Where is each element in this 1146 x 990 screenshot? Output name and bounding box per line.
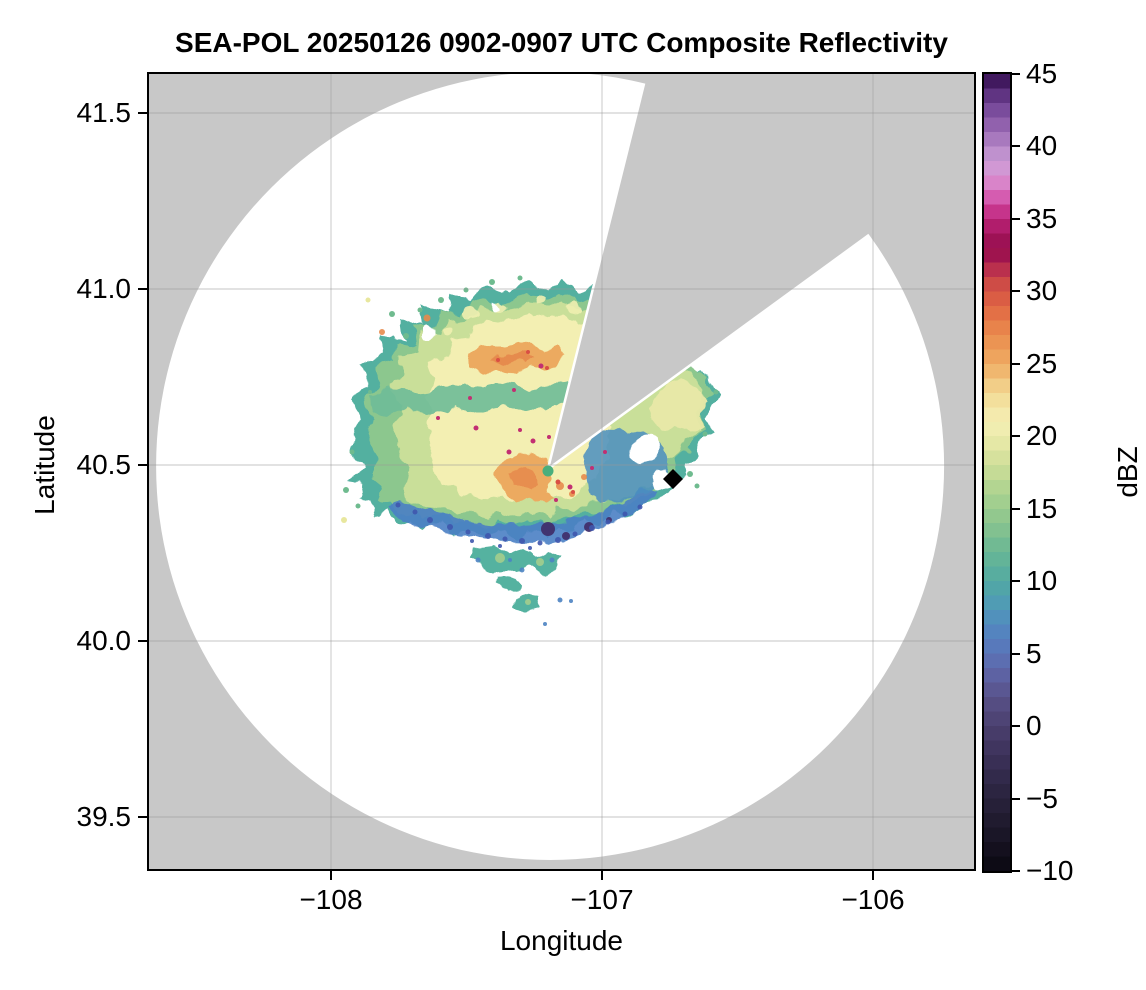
colorbar-tick-label: 35 xyxy=(1026,203,1058,234)
colorbar-tick-label: 0 xyxy=(1026,710,1042,741)
no-coverage-ring xyxy=(148,73,975,870)
colorbar-tick-label: 25 xyxy=(1026,348,1058,379)
colorbar-tick-label: 20 xyxy=(1026,420,1058,451)
colorbar-tick-label: −5 xyxy=(1026,783,1058,814)
y-tick-label: 39.5 xyxy=(76,801,132,832)
echo-frag-blue-dots xyxy=(475,557,573,626)
echo-frag-green-dots xyxy=(495,553,544,605)
echo-yellow-specks xyxy=(341,297,371,523)
y-tick-label: 40.0 xyxy=(76,625,132,656)
colorbar-tick-label: 40 xyxy=(1026,130,1058,161)
colorbar-tick-label: 45 xyxy=(1026,58,1058,89)
echo-scatter-specks xyxy=(343,275,719,509)
gridlines xyxy=(148,73,975,870)
y-tick-label: 40.5 xyxy=(76,449,132,480)
x-tick-label: −107 xyxy=(570,884,634,915)
plot-border xyxy=(147,72,976,871)
echo-orange-center-core xyxy=(512,466,540,490)
colorbar-tick-label: 30 xyxy=(1026,275,1058,306)
radar-site-marker xyxy=(542,465,554,477)
colorbar-tick-label: 15 xyxy=(1026,493,1058,524)
echo-navy-rim-dots xyxy=(395,502,643,550)
colorbar-tick-label: −10 xyxy=(1026,855,1074,886)
colorbar xyxy=(982,72,1012,873)
echo-orange-nw-core xyxy=(490,352,534,364)
y-tick-label: 41.5 xyxy=(76,97,132,128)
echo-white-holes xyxy=(423,301,672,490)
plot-area xyxy=(148,73,975,870)
site-diamond-marker xyxy=(663,469,683,489)
echo-red-speckles xyxy=(496,350,612,494)
echo-mid-green-band xyxy=(372,384,582,414)
tick-marks xyxy=(138,73,1020,880)
y-tick-label: 41.0 xyxy=(76,273,132,304)
colorbar-tick-label: 5 xyxy=(1026,638,1042,669)
colorbar-tick-label: 10 xyxy=(1026,565,1058,596)
colorbar-label: dBZ xyxy=(1112,446,1143,498)
x-axis-label: Longitude xyxy=(499,925,623,956)
x-tick-label: −108 xyxy=(299,884,363,915)
page-title: SEA-POL 20250126 0902-0907 UTC Composite… xyxy=(175,27,948,58)
x-tick-label: −106 xyxy=(841,884,905,915)
echo-dark-purple-spots xyxy=(541,517,612,540)
echo-cream-right-lobe xyxy=(652,382,708,432)
